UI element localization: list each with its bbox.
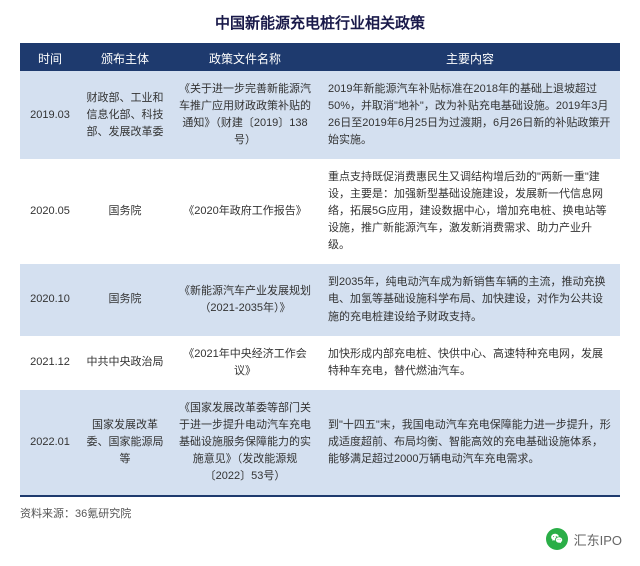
cell-dept: 国务院: [80, 274, 170, 325]
cell-date: 2019.03: [20, 81, 80, 149]
watermark-text: 汇东IPO: [574, 530, 622, 549]
cell-date: 2020.05: [20, 169, 80, 254]
cell-date: 2020.10: [20, 274, 80, 325]
source-label: 资料来源：36氪研究院: [20, 505, 620, 521]
cell-doc: 《2021年中央经济工作会议》: [170, 346, 320, 380]
cell-dept: 国务院: [80, 169, 170, 254]
wechat-icon: [546, 528, 568, 550]
cell-dept: 国家发展改革委、国家能源局等: [80, 400, 170, 485]
header-content: 主要内容: [320, 50, 620, 67]
cell-date: 2022.01: [20, 400, 80, 485]
table-header: 时间 颁布主体 政策文件名称 主要内容: [20, 45, 620, 71]
header-dept: 颁布主体: [80, 50, 170, 67]
cell-dept: 中共中央政治局: [80, 346, 170, 380]
cell-doc: 《新能源汽车产业发展规划（2021-2035年）》: [170, 274, 320, 325]
cell-dept: 财政部、工业和信息化部、科技部、发展改革委: [80, 81, 170, 149]
table-row: 2020.10 国务院 《新能源汽车产业发展规划（2021-2035年）》 到2…: [20, 264, 620, 335]
table-row: 2022.01 国家发展改革委、国家能源局等 《国家发展改革委等部门关于进一步提…: [20, 390, 620, 495]
cell-content: 加快形成内部充电桩、快供中心、高速特种充电网，发展特种车充电，替代燃油汽车。: [320, 346, 620, 380]
table-row: 2019.03 财政部、工业和信息化部、科技部、发展改革委 《关于进一步完善新能…: [20, 71, 620, 159]
cell-content: 到"十四五"末，我国电动汽车充电保障能力进一步提升，形成适度超前、布局均衡、智能…: [320, 400, 620, 485]
cell-date: 2021.12: [20, 346, 80, 380]
cell-doc: 《关于进一步完善新能源汽车推广应用财政政策补贴的通知》（财建〔2019〕138号…: [170, 81, 320, 149]
cell-doc: 《国家发展改革委等部门关于进一步提升电动汽车充电基础设施服务保障能力的实施意见》…: [170, 400, 320, 485]
cell-content: 到2035年，纯电动汽车成为新销售车辆的主流，推动充换电、加氢等基础设施科学布局…: [320, 274, 620, 325]
watermark: 汇东IPO: [546, 528, 622, 550]
table-row: 2020.05 国务院 《2020年政府工作报告》 重点支持既促消费惠民生又调结…: [20, 159, 620, 264]
header-date: 时间: [20, 50, 80, 67]
page-title: 中国新能源充电桩行业相关政策: [20, 12, 620, 33]
policy-table: 时间 颁布主体 政策文件名称 主要内容 2019.03 财政部、工业和信息化部、…: [20, 43, 620, 497]
cell-content: 2019年新能源汽车补贴标准在2018年的基础上退坡超过50%，并取消"地补"，…: [320, 81, 620, 149]
table-row: 2021.12 中共中央政治局 《2021年中央经济工作会议》 加快形成内部充电…: [20, 336, 620, 390]
cell-content: 重点支持既促消费惠民生又调结构增后劲的"两新一重"建设，主要是：加强新型基础设施…: [320, 169, 620, 254]
cell-doc: 《2020年政府工作报告》: [170, 169, 320, 254]
header-doc: 政策文件名称: [170, 50, 320, 67]
